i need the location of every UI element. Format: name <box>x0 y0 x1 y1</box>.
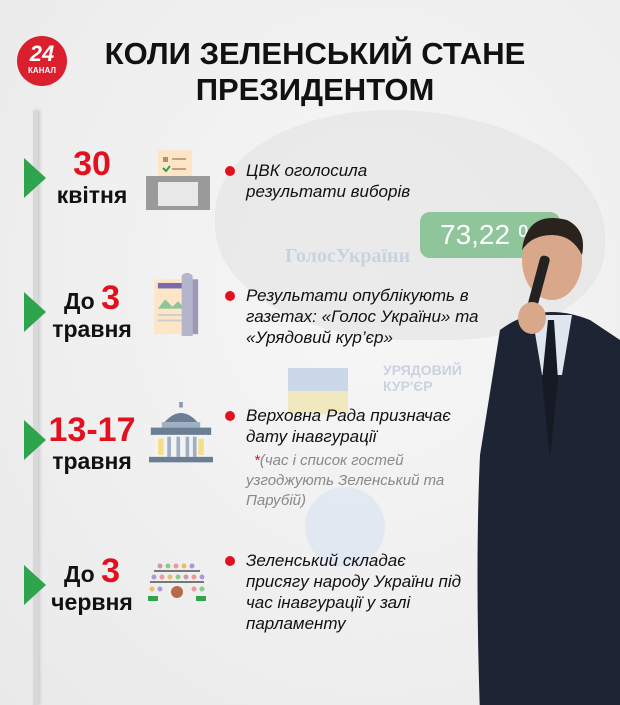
date-prefix: До <box>63 288 95 314</box>
event-text: Результати опублікують в газетах: «Голос… <box>246 286 479 347</box>
date-number: 13-17 <box>48 411 136 449</box>
date-month: червня <box>51 589 133 615</box>
zelensky-photo <box>477 218 620 705</box>
bullet-icon <box>225 291 235 301</box>
date-month: травня <box>52 316 132 342</box>
note-asterisk: * <box>254 452 260 469</box>
channel-24-logo: 24 КАНАЛ <box>17 36 67 86</box>
logo-label: КАНАЛ <box>28 66 56 75</box>
date-number: 3 <box>101 552 121 590</box>
timeline-arrow-icon <box>24 565 46 605</box>
bullet-icon <box>225 411 235 421</box>
date-number: 3 <box>101 279 121 317</box>
date-month: квітня <box>56 182 128 208</box>
event-date: До 3 червня <box>48 553 136 616</box>
flag-watermark <box>288 368 348 414</box>
event-text: ЦВК оголосила результати виборів <box>246 161 411 201</box>
page-title: КОЛИ ЗЕЛЕНСЬКИЙ СТАНЕ ПРЕЗИДЕНТОМ <box>104 36 526 107</box>
uryadovyi-kurier-watermark: УРЯДОВИЙ КУР'ЄР <box>383 362 462 394</box>
event-date: До 3 травня <box>48 280 136 343</box>
parliament-building-icon <box>149 402 213 463</box>
event-text: Зеленський складає присягу народу Україн… <box>246 551 462 633</box>
event-date: 30 квітня <box>48 146 136 209</box>
event-text: Верховна Рада призначає дату інавгурації <box>246 406 451 446</box>
ballot-box-icon <box>146 150 210 210</box>
bullet-icon <box>225 166 235 176</box>
date-month: травня <box>52 448 132 474</box>
parliament-hall-icon <box>148 563 206 610</box>
trident-watermark <box>305 487 385 567</box>
logo-number: 24 <box>29 41 55 66</box>
timeline-arrow-icon <box>24 420 46 460</box>
timeline-line <box>33 110 38 705</box>
timeline-arrow-icon <box>24 292 46 332</box>
note-text: (час і список гостей узгоджують Зеленськ… <box>246 452 445 509</box>
golos-ukrainy-watermark: ГолосУкраїни <box>285 245 411 267</box>
event-date: 13-17 травня <box>48 412 136 475</box>
bullet-icon <box>225 556 235 566</box>
newspaper-icon <box>154 272 199 336</box>
timeline-arrow-icon <box>24 158 46 198</box>
date-prefix: До <box>63 561 95 587</box>
date-number: 30 <box>73 145 111 183</box>
event-note: *(час і список гостей узгоджують Зеленсь… <box>246 451 456 511</box>
